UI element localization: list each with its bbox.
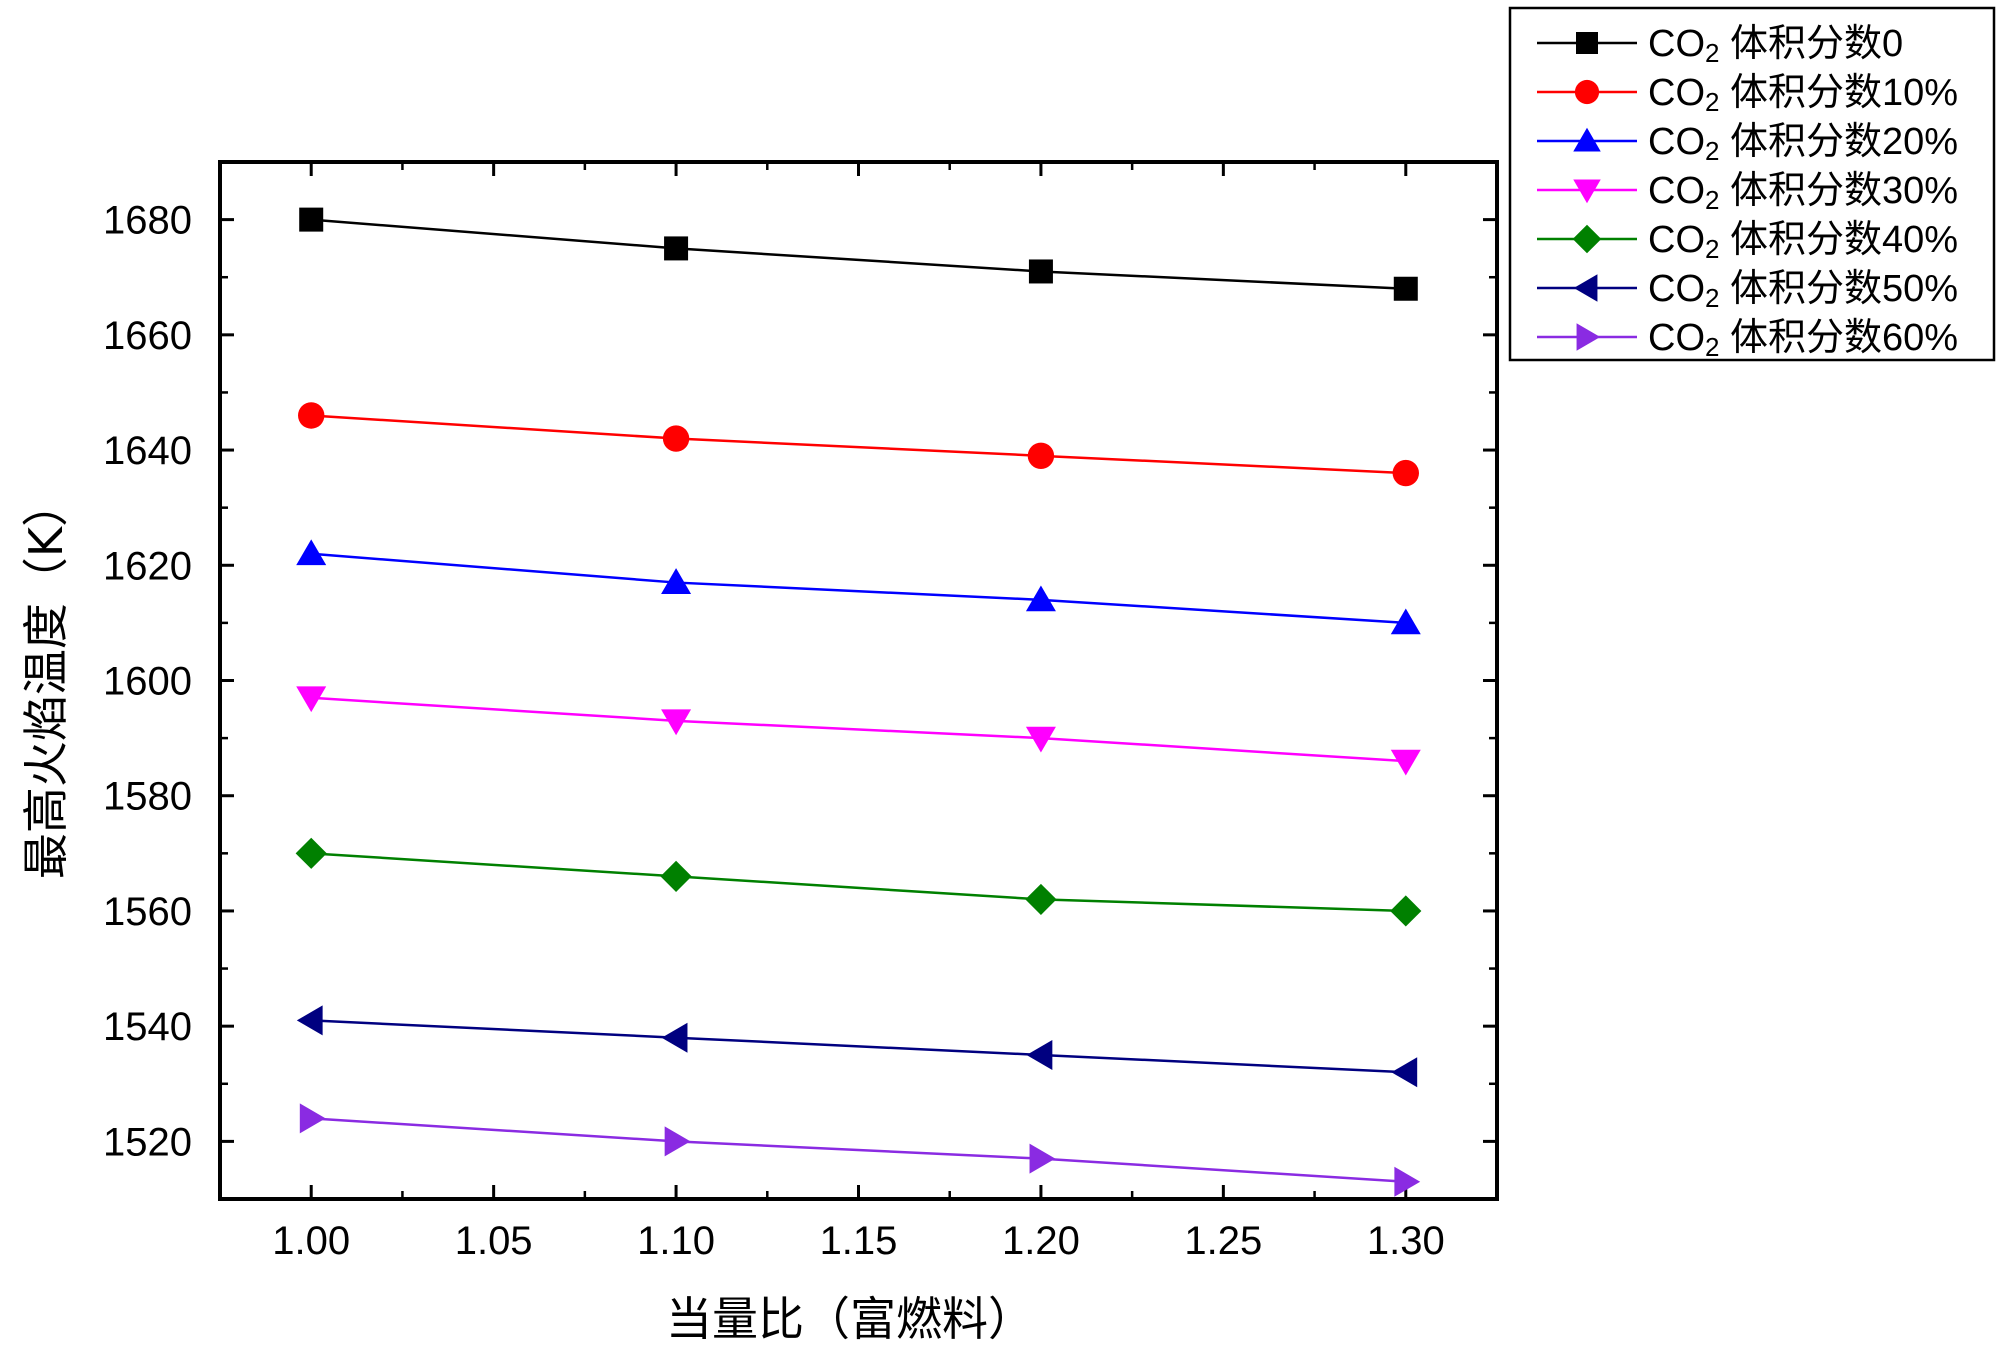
data-point <box>1390 895 1422 927</box>
x-tick-label: 1.00 <box>272 1219 350 1263</box>
series-line <box>311 414 1406 475</box>
y-tick-label: 1660 <box>103 314 192 358</box>
series-5 <box>296 1005 1418 1088</box>
data-point <box>296 1005 323 1036</box>
legend-marker <box>1576 323 1601 351</box>
x-tick-label: 1.20 <box>1002 1219 1080 1263</box>
series-1 <box>298 402 1419 487</box>
y-tick-label: 1600 <box>103 660 192 704</box>
y-axis: 1520 1540 1560 1580 1600 1620 1640 1660 1680 <box>103 160 1497 1164</box>
data-point <box>296 686 327 713</box>
legend-label: CO2 体积分数30% <box>1648 170 1958 215</box>
data-point <box>664 1126 691 1157</box>
data-point <box>1027 442 1055 470</box>
data-point <box>1391 1057 1418 1088</box>
x-tick-label: 1.25 <box>1184 1219 1262 1263</box>
x-tick-label: 1.15 <box>820 1219 898 1263</box>
legend-marker <box>1573 274 1598 302</box>
data-point <box>1390 749 1421 776</box>
legend-marker <box>1573 127 1601 152</box>
y-tick-label: 1560 <box>103 890 192 934</box>
x-tick-label: 1.30 <box>1367 1219 1445 1263</box>
data-point <box>660 860 692 892</box>
data-point <box>299 207 324 232</box>
data-point <box>1393 276 1418 301</box>
legend-label: CO2 体积分数0 <box>1648 23 1903 68</box>
legend-label: CO2 体积分数20% <box>1648 121 1958 166</box>
series-4 <box>295 837 1422 927</box>
x-tick-label: 1.05 <box>455 1219 533 1263</box>
data-point <box>1025 726 1056 753</box>
data-point <box>1029 1143 1056 1174</box>
data-point <box>661 709 692 736</box>
y-tick-label: 1620 <box>103 544 192 588</box>
data-point <box>1394 1166 1421 1197</box>
series-line <box>311 218 1406 290</box>
series-6 <box>299 1103 1421 1197</box>
data-point <box>1390 608 1421 635</box>
series-line <box>311 852 1406 913</box>
series-line <box>311 552 1406 625</box>
data-point <box>1025 883 1057 916</box>
series-2 <box>296 539 1421 635</box>
data-point <box>1025 585 1056 612</box>
legend-label: CO2 体积分数40% <box>1648 219 1958 264</box>
plot-area-frame <box>218 160 1499 1201</box>
legend-marker <box>1572 224 1602 254</box>
data-point <box>1026 1039 1053 1070</box>
series-line <box>311 1117 1406 1183</box>
legend-label: CO2 体积分数60% <box>1648 317 1958 362</box>
y-axis-title: 最高火焰温度（K） <box>19 481 73 879</box>
data-point <box>662 425 690 452</box>
data-point <box>661 568 692 594</box>
data-point <box>664 236 689 261</box>
y-tick-label: 1680 <box>103 199 192 243</box>
legend-label: CO2 体积分数50% <box>1648 268 1958 313</box>
data-point <box>299 1103 326 1134</box>
series-line <box>311 1019 1406 1074</box>
legend-marker <box>1574 79 1600 105</box>
y-tick-label: 1640 <box>103 429 192 473</box>
legend-marker <box>1576 32 1598 54</box>
legend-label: CO2 体积分数10% <box>1648 72 1958 117</box>
y-tick-label: 1520 <box>103 1120 192 1164</box>
data-point <box>661 1022 688 1053</box>
series-line <box>311 696 1406 763</box>
data-point <box>296 539 327 566</box>
y-tick-label: 1540 <box>103 1005 192 1049</box>
x-tick-label: 1.10 <box>637 1219 715 1263</box>
x-axis-title: 当量比（富燃料） <box>666 1292 1034 1346</box>
x-axis: 1.00 1.05 1.10 1.15 1.20 1.25 1.30 <box>272 162 1445 1263</box>
series-3 <box>296 686 1421 776</box>
legend-marker <box>1573 179 1601 204</box>
y-tick-label: 1580 <box>103 775 192 819</box>
data-point <box>298 402 325 429</box>
data-point <box>295 837 327 869</box>
data-point <box>1392 459 1419 487</box>
series-0 <box>299 207 1418 301</box>
series-layer <box>295 207 1422 1197</box>
data-point <box>1028 259 1053 284</box>
